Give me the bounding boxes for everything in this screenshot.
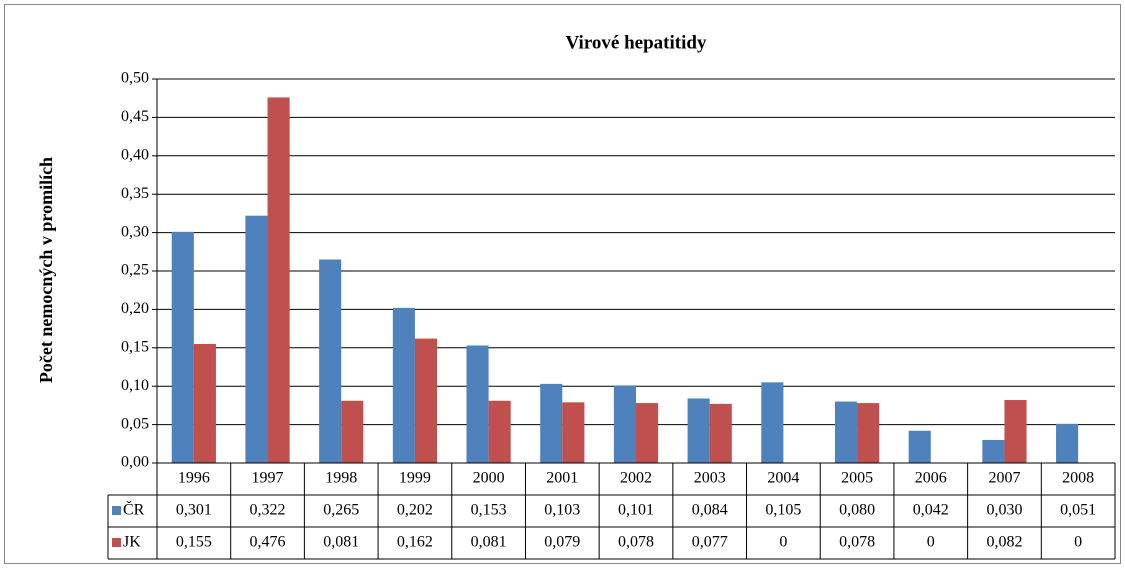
table-value: 0,082: [986, 534, 1022, 551]
y-tick-label: 0,50: [121, 70, 149, 87]
table-value: 0,153: [471, 502, 507, 519]
y-tick-label: 0,15: [121, 338, 149, 355]
y-tick-label: 0,05: [121, 415, 149, 432]
y-tick-label: 0,20: [121, 300, 149, 317]
x-tick-label: 2005: [841, 470, 873, 487]
bar: [193, 343, 216, 463]
table-value: 0: [1074, 534, 1082, 551]
chart-title: Virové hepatitidy: [566, 32, 707, 53]
y-tick-label: 0,00: [121, 454, 149, 471]
x-tick-label: 2007: [988, 470, 1020, 487]
table-value: 0,301: [176, 502, 212, 519]
bar: [857, 403, 880, 463]
y-tick-label: 0,35: [121, 185, 149, 202]
bar: [540, 383, 563, 463]
legend-swatch: [112, 506, 121, 515]
table-value: 0: [779, 534, 787, 551]
x-tick-label: 1998: [325, 470, 357, 487]
x-tick-label: 2003: [694, 470, 726, 487]
legend-label: JK: [123, 534, 141, 551]
bar: [613, 385, 636, 463]
table-value: 0,079: [544, 534, 580, 551]
table-value: 0,105: [765, 502, 801, 519]
bar: [1004, 400, 1027, 463]
y-tick-label: 0,25: [121, 262, 149, 279]
bar: [341, 400, 364, 463]
bar: [834, 401, 858, 463]
x-tick-label: 2001: [546, 470, 578, 487]
bar: [709, 403, 732, 463]
table-value: 0,078: [839, 534, 875, 551]
table-value: 0,042: [913, 502, 949, 519]
bar: [562, 402, 585, 463]
x-tick-label: 1997: [252, 470, 284, 487]
table-value: 0,081: [323, 534, 359, 551]
bar: [466, 345, 489, 463]
legend-swatch: [112, 538, 121, 547]
table-value: 0,084: [692, 502, 728, 519]
table-value: 0,078: [618, 534, 654, 551]
bar: [636, 403, 659, 463]
y-tick-label: 0,45: [121, 108, 149, 125]
bar: [414, 338, 438, 463]
table-value: 0,265: [323, 502, 359, 519]
y-tick-label: 0,40: [121, 146, 149, 163]
table-value: 0,030: [986, 502, 1022, 519]
table-value: 0,202: [397, 502, 433, 519]
bar: [392, 307, 415, 463]
table-value: 0,080: [839, 502, 875, 519]
x-tick-label: 2006: [915, 470, 947, 487]
table-value: 0,162: [397, 534, 433, 551]
x-tick-label: 1999: [399, 470, 431, 487]
legend-label: ČR: [123, 500, 145, 519]
table-value: 0,322: [250, 502, 286, 519]
bar: [245, 215, 268, 463]
x-tick-label: 2002: [620, 470, 652, 487]
x-tick-label: 1996: [178, 470, 210, 487]
table-value: 0,103: [544, 502, 580, 519]
table-value: 0: [927, 534, 935, 551]
x-tick-label: 2000: [473, 470, 505, 487]
bar: [488, 400, 511, 463]
table-value: 0,101: [618, 502, 654, 519]
bar: [687, 398, 710, 463]
table-value: 0,155: [176, 534, 212, 551]
table-value: 0,077: [692, 534, 728, 551]
bar: [267, 97, 290, 463]
y-tick-label: 0,30: [121, 223, 149, 240]
table-value: 0,081: [471, 534, 507, 551]
x-tick-label: 2004: [767, 470, 799, 487]
y-axis-label: Počet nemocných v promilích: [36, 157, 56, 383]
table-value: 0,051: [1060, 502, 1096, 519]
y-tick-label: 0,10: [121, 377, 149, 394]
table-value: 0,476: [250, 534, 286, 551]
bar: [171, 231, 194, 463]
bar: [908, 430, 931, 463]
bar: [761, 382, 784, 463]
bar: [319, 259, 342, 463]
x-tick-label: 2008: [1062, 470, 1094, 487]
bar: [1056, 423, 1079, 463]
bar: [982, 439, 1005, 463]
